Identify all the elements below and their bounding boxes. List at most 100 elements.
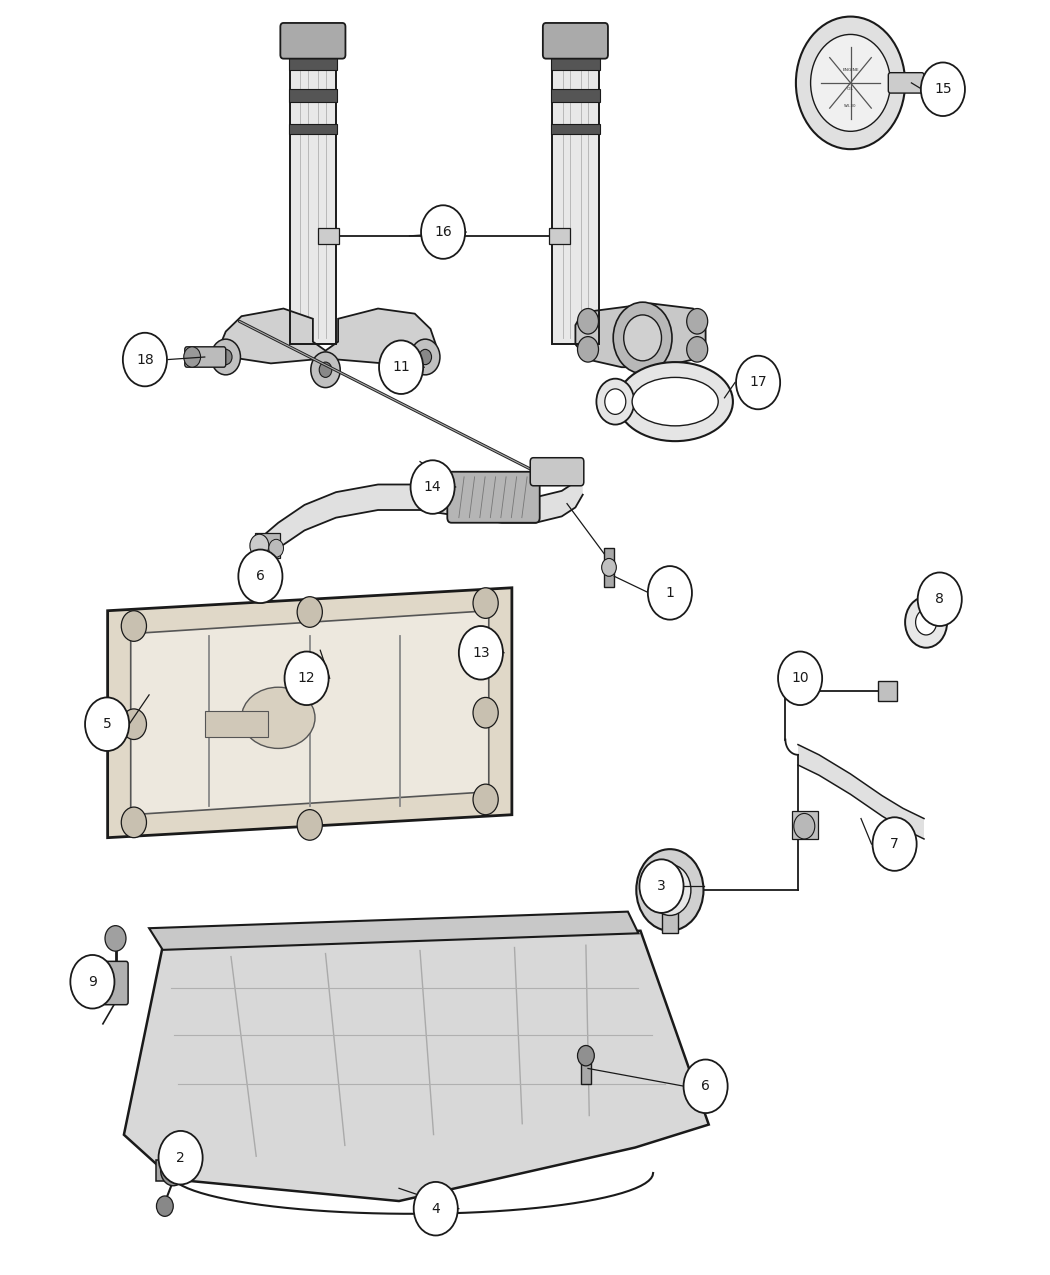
Text: 8: 8 bbox=[936, 593, 944, 606]
Circle shape bbox=[156, 1196, 173, 1216]
FancyBboxPatch shape bbox=[447, 472, 540, 523]
Bar bbox=[662, 889, 678, 933]
Circle shape bbox=[649, 864, 691, 915]
Circle shape bbox=[419, 349, 432, 365]
Bar bbox=[290, 64, 336, 344]
Polygon shape bbox=[149, 912, 638, 950]
Text: OIL: OIL bbox=[847, 87, 854, 92]
Bar bbox=[792, 811, 818, 839]
Circle shape bbox=[269, 539, 284, 557]
Circle shape bbox=[121, 807, 146, 838]
Text: 13: 13 bbox=[472, 646, 489, 659]
Circle shape bbox=[85, 697, 129, 751]
Circle shape bbox=[319, 362, 332, 377]
Circle shape bbox=[121, 611, 146, 641]
Ellipse shape bbox=[242, 687, 315, 748]
Bar bbox=[255, 533, 280, 558]
FancyBboxPatch shape bbox=[530, 458, 584, 486]
Bar bbox=[551, 89, 600, 102]
Polygon shape bbox=[130, 611, 488, 815]
Polygon shape bbox=[220, 309, 436, 370]
Bar bbox=[604, 548, 614, 586]
Bar bbox=[551, 124, 600, 134]
Circle shape bbox=[411, 339, 440, 375]
Text: ENGINE: ENGINE bbox=[842, 68, 859, 73]
FancyBboxPatch shape bbox=[280, 23, 345, 59]
Text: 2: 2 bbox=[176, 1151, 185, 1164]
Circle shape bbox=[421, 205, 465, 259]
Circle shape bbox=[687, 309, 708, 334]
Text: 10: 10 bbox=[792, 672, 809, 685]
Circle shape bbox=[736, 356, 780, 409]
Bar bbox=[289, 55, 337, 70]
Text: 12: 12 bbox=[298, 672, 315, 685]
Ellipse shape bbox=[632, 377, 718, 426]
Text: 6: 6 bbox=[256, 570, 265, 583]
Bar bbox=[290, 64, 336, 344]
Circle shape bbox=[105, 926, 126, 951]
Circle shape bbox=[684, 1060, 728, 1113]
Circle shape bbox=[578, 337, 598, 362]
Circle shape bbox=[414, 1182, 458, 1235]
Circle shape bbox=[796, 17, 905, 149]
Text: 17: 17 bbox=[750, 376, 766, 389]
Circle shape bbox=[123, 333, 167, 386]
Circle shape bbox=[238, 550, 282, 603]
Circle shape bbox=[472, 697, 498, 728]
Bar bbox=[549, 228, 570, 244]
Circle shape bbox=[472, 588, 498, 618]
Circle shape bbox=[921, 62, 965, 116]
Bar bbox=[318, 228, 339, 244]
Circle shape bbox=[624, 315, 662, 361]
Circle shape bbox=[687, 337, 708, 362]
FancyBboxPatch shape bbox=[543, 23, 608, 59]
Polygon shape bbox=[575, 303, 706, 367]
Text: 5W-30: 5W-30 bbox=[844, 103, 857, 108]
Text: 14: 14 bbox=[424, 481, 441, 493]
Polygon shape bbox=[124, 931, 709, 1201]
Circle shape bbox=[916, 609, 937, 635]
Circle shape bbox=[184, 347, 201, 367]
Circle shape bbox=[379, 340, 423, 394]
FancyBboxPatch shape bbox=[103, 961, 128, 1005]
Bar bbox=[552, 64, 598, 344]
Circle shape bbox=[297, 597, 322, 627]
Bar bbox=[289, 89, 337, 102]
Circle shape bbox=[648, 566, 692, 620]
Text: 1: 1 bbox=[666, 586, 674, 599]
Text: 6: 6 bbox=[701, 1080, 710, 1093]
Circle shape bbox=[70, 955, 114, 1009]
Polygon shape bbox=[107, 588, 512, 838]
Text: 7: 7 bbox=[890, 838, 899, 850]
Text: 15: 15 bbox=[934, 83, 951, 96]
Text: 5: 5 bbox=[103, 718, 111, 731]
Text: 11: 11 bbox=[393, 361, 410, 374]
Bar bbox=[581, 1053, 591, 1084]
Ellipse shape bbox=[617, 362, 733, 441]
Circle shape bbox=[873, 817, 917, 871]
Circle shape bbox=[161, 1155, 186, 1186]
Circle shape bbox=[602, 558, 616, 576]
Circle shape bbox=[778, 652, 822, 705]
Circle shape bbox=[918, 572, 962, 626]
Text: 18: 18 bbox=[136, 353, 153, 366]
Circle shape bbox=[159, 1131, 203, 1184]
Circle shape bbox=[121, 709, 146, 740]
Circle shape bbox=[578, 1046, 594, 1066]
Text: 16: 16 bbox=[435, 226, 452, 238]
Circle shape bbox=[794, 813, 815, 839]
Circle shape bbox=[596, 379, 634, 425]
Circle shape bbox=[211, 339, 240, 375]
Bar bbox=[551, 55, 600, 70]
Circle shape bbox=[811, 34, 890, 131]
Bar bbox=[205, 711, 268, 737]
FancyBboxPatch shape bbox=[888, 73, 924, 93]
Circle shape bbox=[219, 349, 232, 365]
Circle shape bbox=[411, 460, 455, 514]
Circle shape bbox=[285, 652, 329, 705]
Text: 9: 9 bbox=[88, 975, 97, 988]
Circle shape bbox=[459, 626, 503, 680]
Circle shape bbox=[905, 597, 947, 648]
Circle shape bbox=[605, 389, 626, 414]
Circle shape bbox=[311, 352, 340, 388]
